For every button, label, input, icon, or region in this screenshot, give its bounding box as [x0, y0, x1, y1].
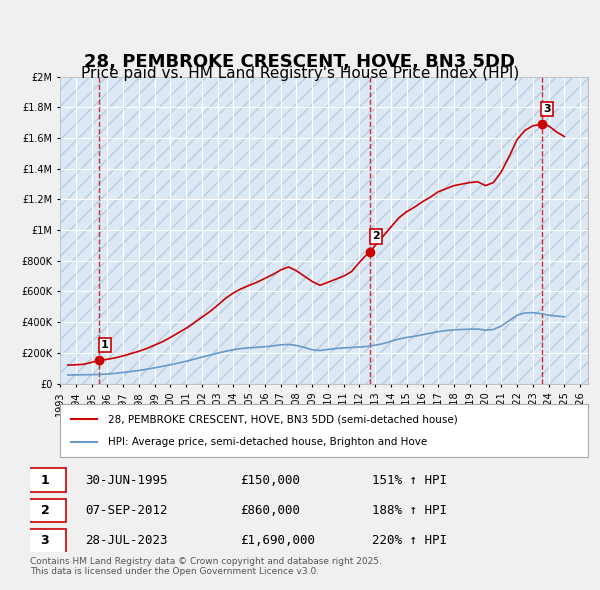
Text: £860,000: £860,000 — [240, 504, 300, 517]
Text: £1,690,000: £1,690,000 — [240, 534, 315, 547]
Text: 151% ↑ HPI: 151% ↑ HPI — [372, 474, 447, 487]
Text: 1: 1 — [41, 474, 49, 487]
Text: Contains HM Land Registry data © Crown copyright and database right 2025.: Contains HM Land Registry data © Crown c… — [30, 557, 382, 566]
Text: 2: 2 — [372, 231, 380, 241]
Text: 3: 3 — [544, 104, 551, 114]
Text: 28-JUL-2023: 28-JUL-2023 — [85, 534, 168, 547]
Text: This data is licensed under the Open Government Licence v3.0.: This data is licensed under the Open Gov… — [30, 566, 319, 576]
FancyBboxPatch shape — [25, 529, 66, 553]
Text: 3: 3 — [41, 534, 49, 547]
Text: 188% ↑ HPI: 188% ↑ HPI — [372, 504, 447, 517]
Text: 28, PEMBROKE CRESCENT, HOVE, BN3 5DD: 28, PEMBROKE CRESCENT, HOVE, BN3 5DD — [85, 53, 515, 71]
Text: 30-JUN-1995: 30-JUN-1995 — [85, 474, 168, 487]
Text: 220% ↑ HPI: 220% ↑ HPI — [372, 534, 447, 547]
Text: £150,000: £150,000 — [240, 474, 300, 487]
Text: 1: 1 — [101, 340, 109, 350]
FancyBboxPatch shape — [25, 499, 66, 522]
Text: 2: 2 — [41, 504, 49, 517]
Text: Price paid vs. HM Land Registry's House Price Index (HPI): Price paid vs. HM Land Registry's House … — [81, 66, 519, 81]
Text: HPI: Average price, semi-detached house, Brighton and Hove: HPI: Average price, semi-detached house,… — [107, 437, 427, 447]
Text: 07-SEP-2012: 07-SEP-2012 — [85, 504, 168, 517]
FancyBboxPatch shape — [25, 468, 66, 492]
Text: 28, PEMBROKE CRESCENT, HOVE, BN3 5DD (semi-detached house): 28, PEMBROKE CRESCENT, HOVE, BN3 5DD (se… — [107, 414, 457, 424]
